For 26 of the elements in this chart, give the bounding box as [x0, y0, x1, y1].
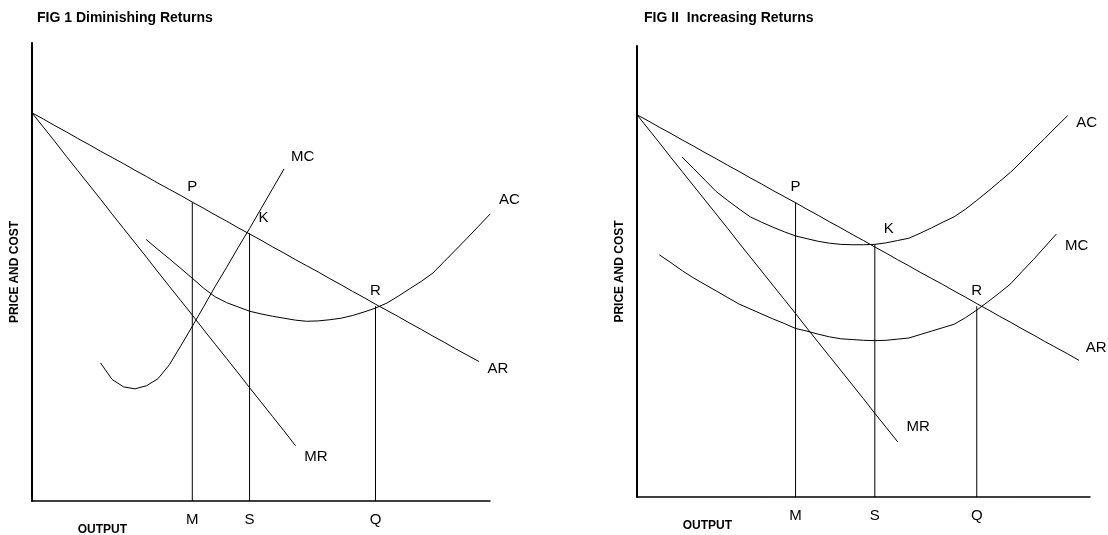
x-tick-label: Q — [970, 506, 983, 523]
x-tick-label: Q — [369, 510, 382, 527]
annotation: P — [790, 177, 801, 195]
series-label: MC — [290, 146, 315, 164]
x-tick-label: M — [186, 510, 199, 527]
x-tick-label: M — [789, 506, 802, 523]
annotation: R — [370, 281, 382, 299]
annotation: K — [258, 208, 269, 226]
x-axis-title: OUTPUT — [77, 522, 128, 535]
x-tick-label: S — [869, 506, 880, 523]
x-tick-label: S — [244, 510, 255, 527]
series-label: AC — [499, 189, 520, 207]
chart-title: FIG 1 Diminishing Returns — [37, 9, 214, 25]
chart-title: FIG II Increasing Returns — [644, 9, 814, 25]
x-axis-title: OUTPUT — [682, 518, 733, 532]
annotation: R — [971, 281, 983, 299]
annotation: K — [883, 219, 894, 237]
series-label: MR — [304, 447, 328, 464]
series-label: AR — [487, 358, 509, 376]
series-label: AC — [1076, 113, 1098, 131]
annotation: P — [187, 177, 198, 195]
y-axis-title: PRICE AND COST — [612, 219, 626, 323]
series-label: MC — [1065, 235, 1089, 253]
series-label: MR — [906, 417, 930, 435]
y-axis-title: PRICE AND COST — [7, 220, 21, 324]
series-label: AR — [1085, 337, 1107, 355]
